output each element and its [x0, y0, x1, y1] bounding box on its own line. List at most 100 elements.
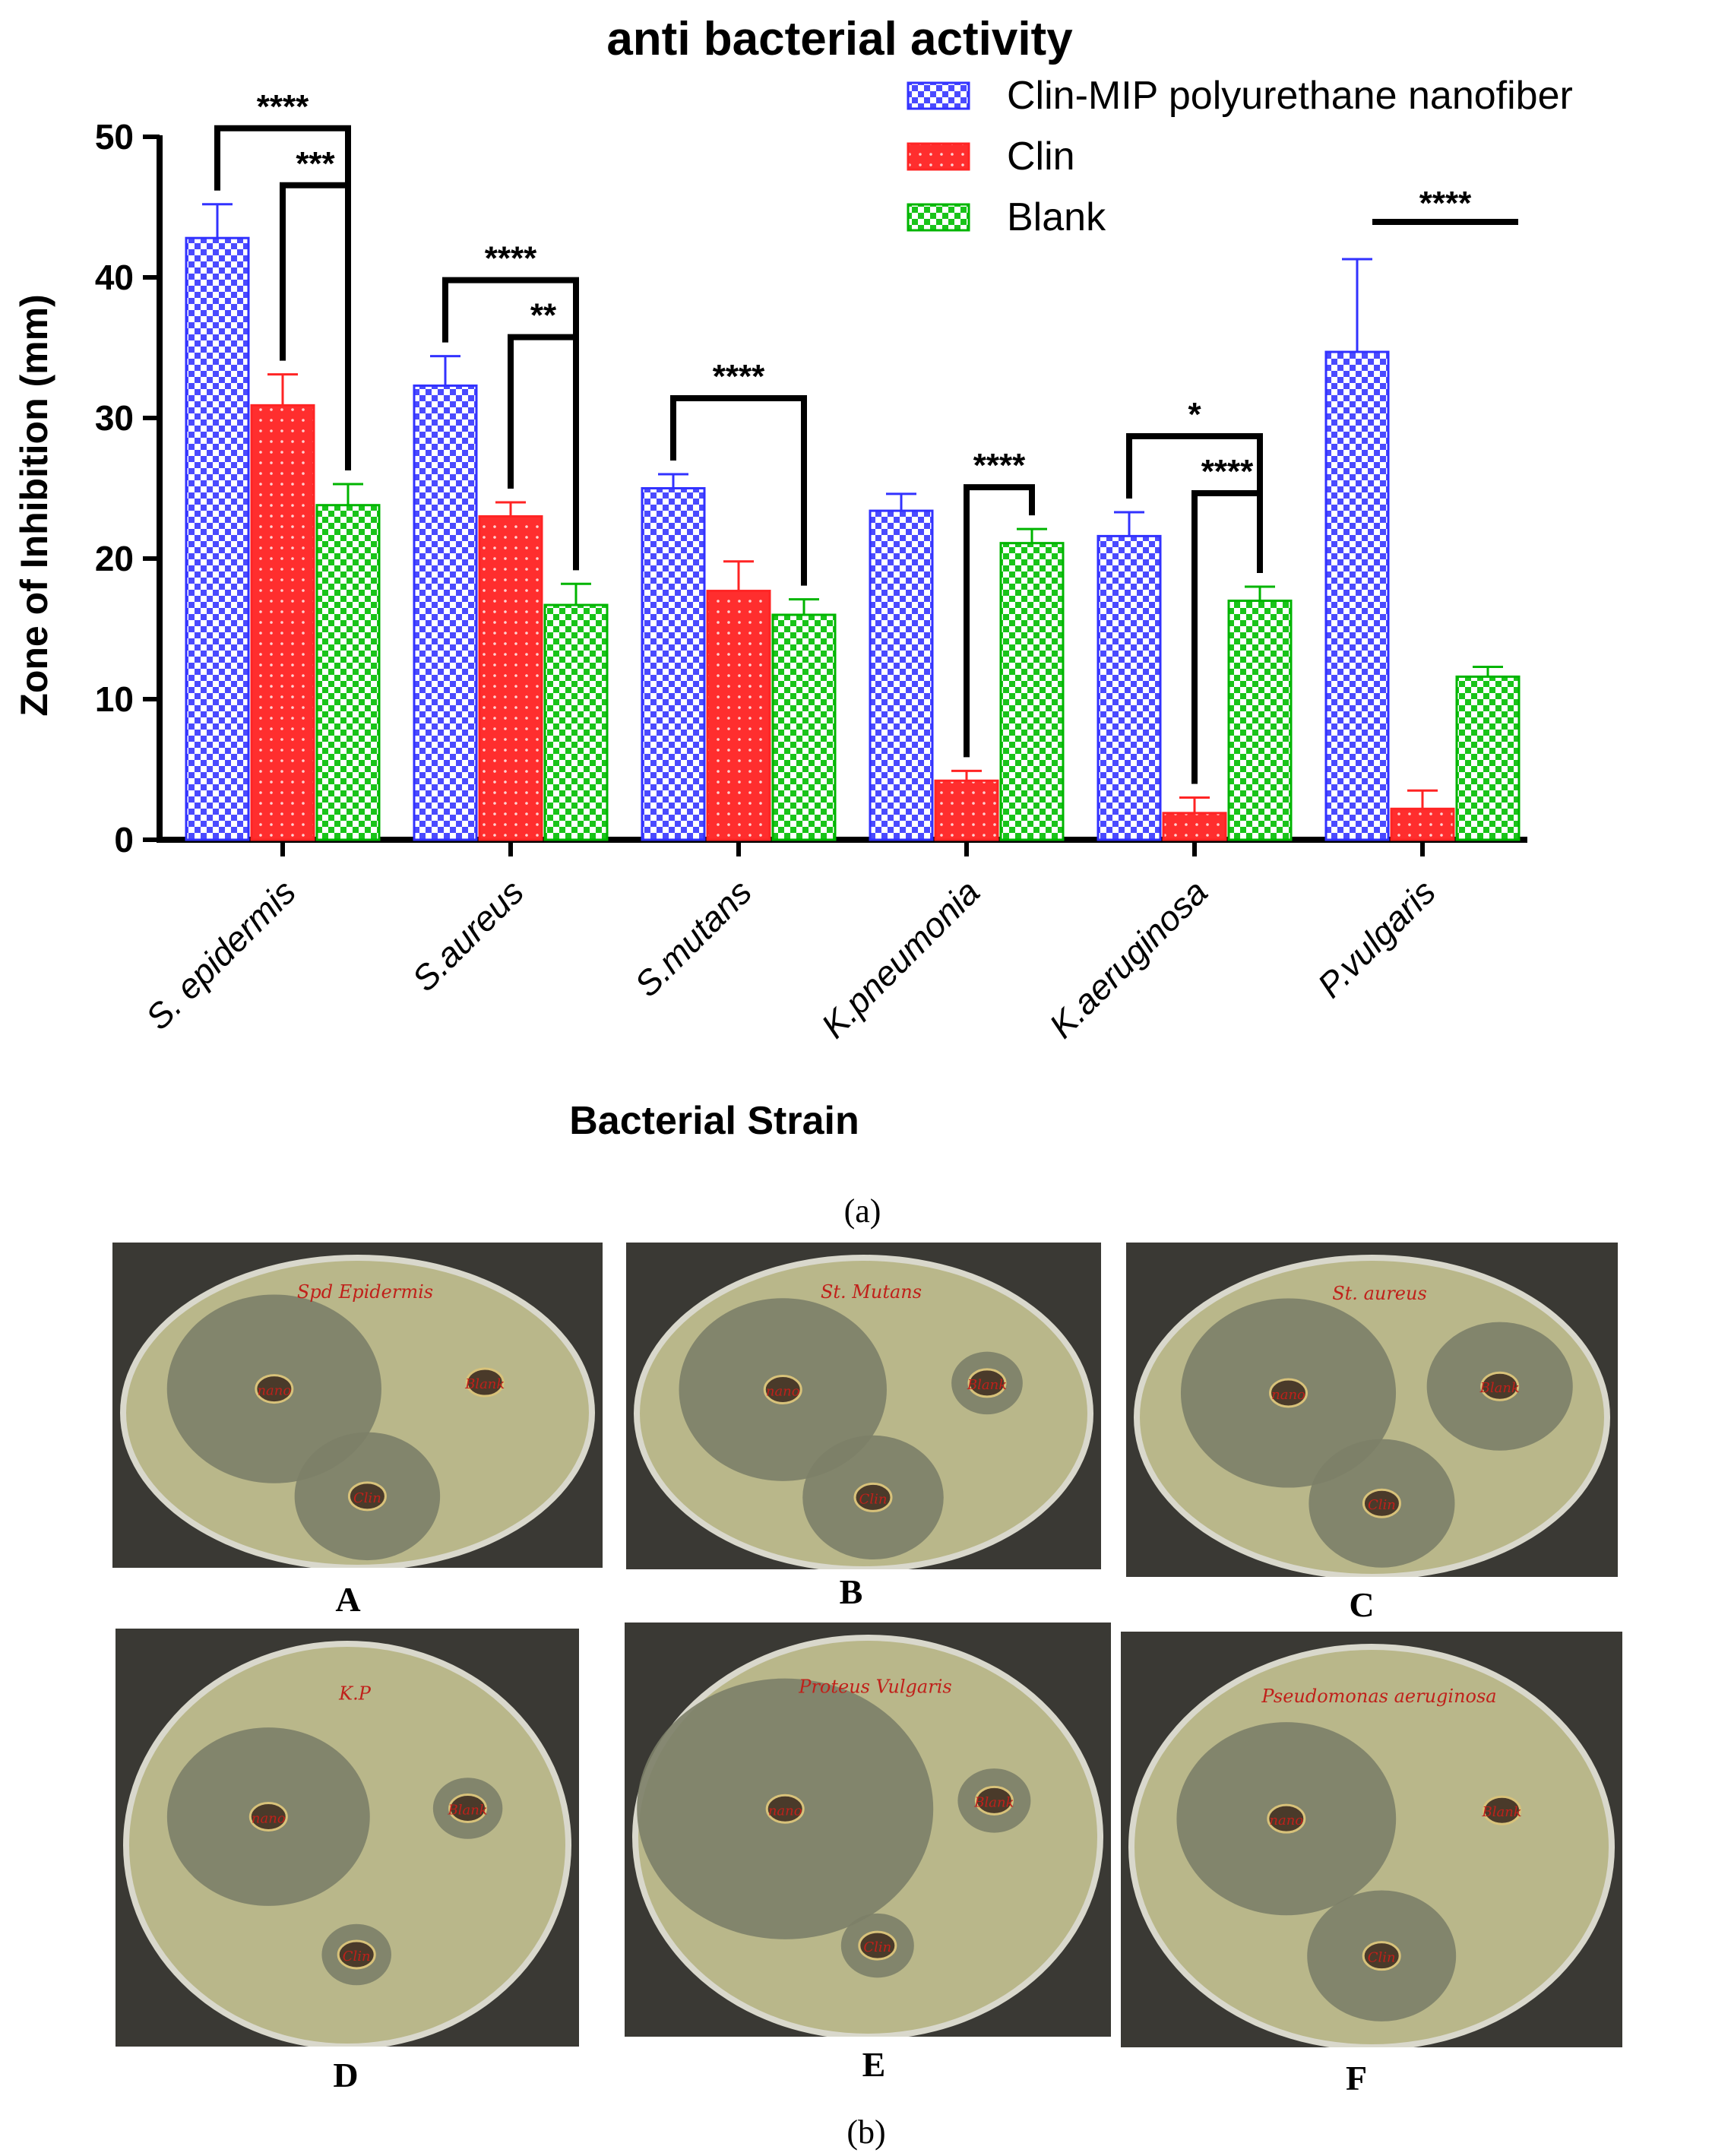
well-label: Clin	[859, 1491, 888, 1507]
significance-bracket	[508, 334, 579, 571]
well-label: nano	[766, 1384, 800, 1400]
legend-swatch	[907, 203, 970, 232]
well-label: Blank	[447, 1803, 487, 1819]
well	[255, 1374, 294, 1404]
well-label: nano	[768, 1803, 802, 1819]
legend-swatch	[907, 81, 970, 110]
significance-brackets: ******************************	[214, 88, 1518, 784]
x-tick-label: K.aeruginosa	[1042, 872, 1215, 1045]
petri-dish-photo: nano Blank Clin Spd Epidermis	[112, 1243, 603, 1568]
well	[465, 1367, 505, 1398]
plate-handwriting: Spd Epidermis	[297, 1281, 433, 1303]
bar	[934, 779, 999, 841]
bar	[1324, 350, 1390, 841]
well	[1483, 1795, 1522, 1825]
well	[853, 1482, 893, 1512]
well-label: nano	[257, 1383, 291, 1399]
significance-label: ***	[296, 145, 335, 182]
well-label: Clin	[863, 1939, 891, 1955]
significance-label: ****	[713, 358, 765, 395]
plate-label: B	[839, 1572, 863, 1611]
petri-dish-drawing: nano Blank Clin Spd Epidermis	[120, 1255, 595, 1568]
significance-bracket	[1191, 489, 1263, 784]
plate-handwriting: Proteus Vulgaris	[798, 1676, 951, 1698]
significance-bracket	[670, 395, 807, 586]
y-tick-label: 50	[95, 117, 134, 157]
plate-label: D	[333, 2056, 359, 2094]
y-tick-label: 0	[114, 820, 134, 860]
well	[1362, 1488, 1401, 1518]
well-label: nano	[252, 1811, 286, 1827]
significance-label: ****	[973, 447, 1026, 484]
well-label: nano	[1271, 1387, 1305, 1403]
plate-label: A	[335, 1580, 361, 1619]
bar	[1455, 675, 1521, 841]
significance-label: ****	[1201, 453, 1254, 490]
y-tick-label: 20	[95, 539, 134, 578]
bar	[641, 487, 706, 841]
well-label: Blank	[1481, 1804, 1521, 1820]
bar	[999, 542, 1065, 841]
bar	[1162, 812, 1227, 841]
significance-label: ****	[485, 240, 537, 277]
plate-label: F	[1345, 2059, 1368, 2097]
well-label: Blank	[464, 1376, 505, 1392]
x-tick-label: K.pneumonia	[814, 872, 987, 1045]
well-label: Blank	[973, 1794, 1014, 1810]
legend-label: Blank	[1007, 195, 1106, 239]
caption-b: (b)	[847, 2113, 886, 2151]
well	[448, 1794, 488, 1823]
well-label: Clin	[343, 1949, 371, 1964]
significance-bracket	[280, 182, 351, 470]
well-label: Clin	[1368, 1950, 1396, 1966]
well	[974, 1785, 1014, 1816]
y-tick-label: 30	[95, 398, 134, 438]
petri-dish-photo: nano Blank Clin St. aureus	[1126, 1243, 1618, 1577]
bar	[413, 384, 478, 841]
well	[1269, 1378, 1309, 1408]
plate-handwriting: Pseudomonas aeruginosa	[1261, 1686, 1496, 1707]
bar	[706, 590, 771, 841]
significance-label: *	[1188, 396, 1201, 433]
bars	[185, 203, 1521, 841]
legend-swatch	[907, 142, 970, 171]
well	[967, 1368, 1007, 1398]
petri-dish-photo: nano Blank Clin St. Mutans	[626, 1243, 1101, 1569]
well	[1267, 1803, 1306, 1834]
x-tick-label: S. epidermis	[138, 872, 304, 1037]
significance-bracket	[964, 484, 1035, 758]
plate-handwriting: K.P	[338, 1683, 372, 1705]
well-label: Blank	[1479, 1380, 1520, 1396]
bar	[543, 603, 609, 841]
legend-label: Clin	[1007, 135, 1075, 179]
well	[763, 1375, 802, 1404]
petri-dish-drawing: nano Blank Clin K.P	[123, 1641, 571, 2047]
x-tick-label: S.mutans	[627, 872, 759, 1004]
y-tick-label: 10	[95, 679, 134, 719]
bar	[250, 404, 315, 841]
significance-label: ****	[1419, 185, 1472, 222]
bar	[478, 515, 543, 841]
significance-label: ****	[257, 88, 309, 125]
petri-dish-photo: nano Blank Clin Pseudomonas aeruginosa	[1121, 1632, 1622, 2047]
petri-dish-drawing: nano Blank Clin Proteus Vulgaris	[632, 1635, 1103, 2037]
caption-a: (a)	[843, 1192, 881, 1230]
well-label: Blank	[967, 1377, 1007, 1393]
bar	[771, 613, 837, 841]
petri-dish-drawing: nano Blank Clin Pseudomonas aeruginosa	[1128, 1644, 1615, 2047]
plate-handwriting: St. aureus	[1332, 1283, 1427, 1304]
petri-dish-drawing: nano Blank Clin St. aureus	[1134, 1255, 1610, 1577]
x-axis-label: Bacterial Strain	[569, 1099, 859, 1143]
significance-label: **	[530, 297, 557, 334]
y-axis-label: Zone of Inhibition (mm)	[13, 294, 55, 716]
well	[1480, 1371, 1520, 1401]
well	[337, 1939, 376, 1970]
bar	[315, 504, 381, 841]
bar	[869, 509, 934, 841]
legend-label: Clin-MIP polyurethane nanofiber	[1007, 74, 1573, 118]
plate-label: E	[862, 2045, 886, 2084]
bar	[1227, 600, 1293, 841]
bar	[185, 236, 250, 841]
chart-title: anti bacterial activity	[606, 13, 1073, 65]
plate-label: C	[1349, 1585, 1375, 1624]
